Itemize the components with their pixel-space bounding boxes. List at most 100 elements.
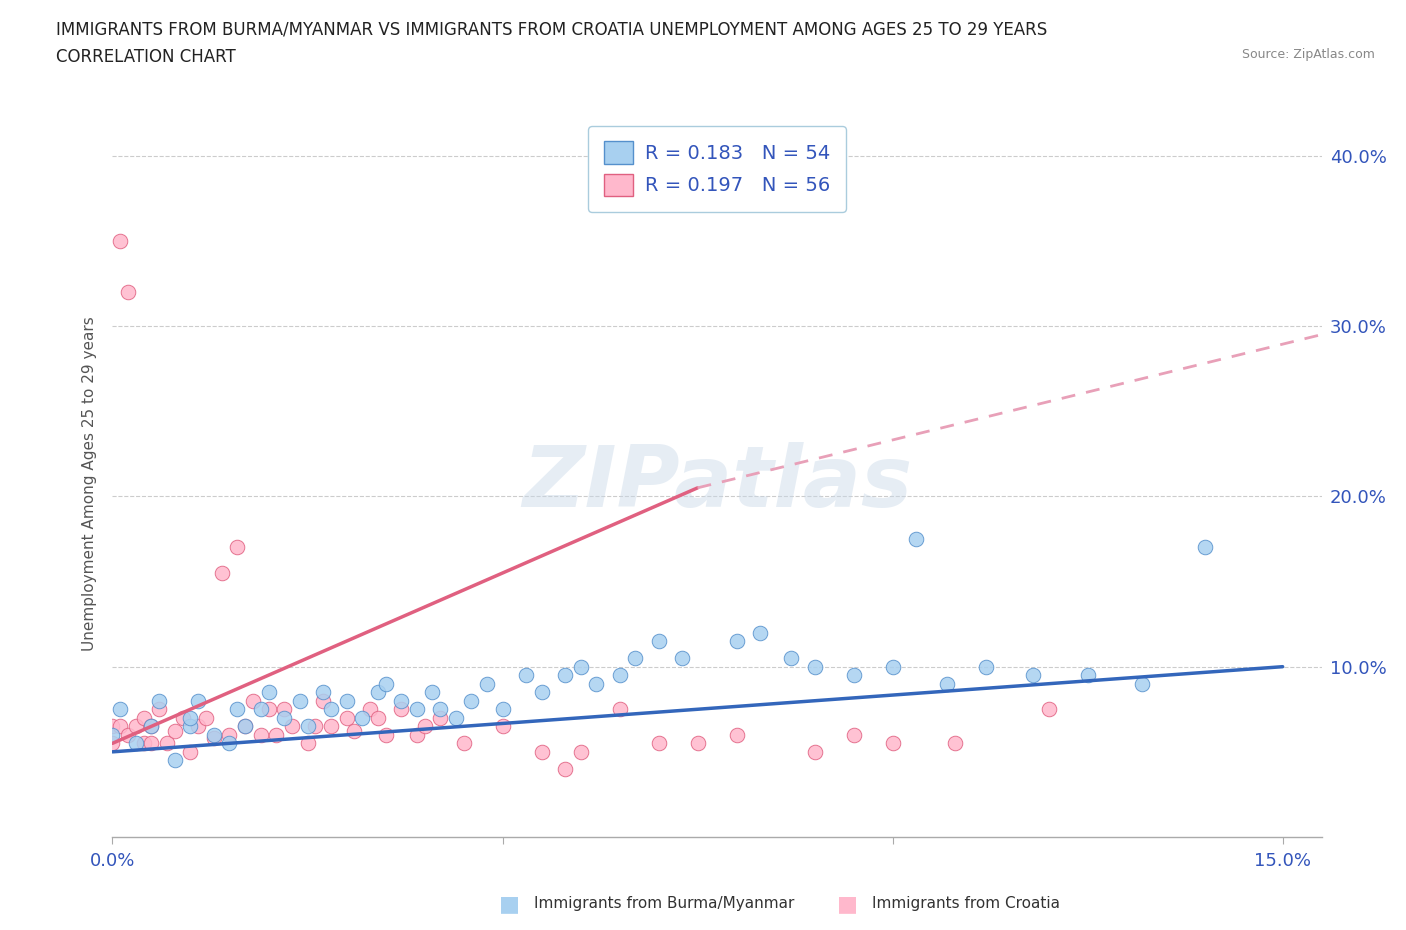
Text: CORRELATION CHART: CORRELATION CHART [56, 48, 236, 66]
Point [319, 719, 342, 734]
Point [780, 651, 803, 666]
Point [943, 736, 966, 751]
Point [444, 711, 467, 725]
Point [974, 659, 997, 674]
Point [273, 711, 295, 725]
Point [609, 702, 631, 717]
Point [671, 651, 693, 666]
Point [453, 736, 475, 751]
Point [249, 702, 271, 717]
Point [101, 727, 124, 742]
Point [585, 676, 607, 691]
Point [343, 724, 366, 738]
Point [491, 719, 513, 734]
Point [803, 659, 825, 674]
Point [312, 693, 335, 708]
Point [132, 736, 155, 751]
Point [359, 702, 381, 717]
Point [179, 711, 201, 725]
Point [226, 702, 249, 717]
Point [647, 633, 669, 648]
Point [319, 702, 342, 717]
Point [936, 676, 959, 691]
Point [1077, 668, 1099, 683]
Point [141, 719, 163, 734]
Point [686, 736, 709, 751]
Point [429, 711, 451, 725]
Point [882, 659, 904, 674]
Point [156, 736, 179, 751]
Point [288, 693, 311, 708]
Point [530, 744, 553, 759]
Point [273, 702, 295, 717]
Point [842, 668, 865, 683]
Point [335, 711, 357, 725]
Text: ■: ■ [837, 894, 858, 914]
Point [352, 711, 374, 725]
Y-axis label: Unemployment Among Ages 25 to 29 years: Unemployment Among Ages 25 to 29 years [82, 316, 97, 651]
Point [233, 719, 256, 734]
Point [242, 693, 264, 708]
Text: ZIPatlas: ZIPatlas [522, 442, 912, 525]
Text: ■: ■ [499, 894, 520, 914]
Point [187, 693, 209, 708]
Point [110, 702, 132, 717]
Point [163, 753, 186, 768]
Point [218, 727, 240, 742]
Point [266, 727, 288, 742]
Point [374, 727, 396, 742]
Point [187, 719, 209, 734]
Point [195, 711, 218, 725]
Point [725, 727, 748, 742]
Point [110, 233, 132, 248]
Point [226, 540, 249, 555]
Point [389, 702, 412, 717]
Point [249, 727, 271, 742]
Point [413, 719, 436, 734]
Point [202, 727, 225, 742]
Legend: R = 0.183   N = 54, R = 0.197   N = 56: R = 0.183 N = 54, R = 0.197 N = 56 [589, 126, 845, 211]
Point [405, 702, 427, 717]
Point [460, 693, 482, 708]
Point [569, 659, 592, 674]
Point [420, 684, 443, 699]
Text: IMMIGRANTS FROM BURMA/MYANMAR VS IMMIGRANTS FROM CROATIA UNEMPLOYMENT AMONG AGES: IMMIGRANTS FROM BURMA/MYANMAR VS IMMIGRA… [56, 20, 1047, 38]
Point [281, 719, 304, 734]
Point [335, 693, 357, 708]
Point [491, 702, 513, 717]
Point [725, 633, 748, 648]
Point [475, 676, 498, 691]
Point [1022, 668, 1045, 683]
Point [374, 676, 396, 691]
Point [842, 727, 865, 742]
Point [179, 719, 201, 734]
Point [233, 719, 256, 734]
Point [125, 736, 148, 751]
Point [218, 736, 240, 751]
Point [297, 736, 319, 751]
Point [257, 684, 280, 699]
Point [297, 719, 319, 734]
Point [304, 719, 326, 734]
Point [624, 651, 647, 666]
Text: Source: ZipAtlas.com: Source: ZipAtlas.com [1241, 48, 1375, 61]
Point [101, 736, 124, 751]
Point [148, 693, 170, 708]
Point [904, 532, 927, 547]
Point [609, 668, 631, 683]
Point [125, 719, 148, 734]
Point [405, 727, 427, 742]
Point [367, 711, 389, 725]
Point [429, 702, 451, 717]
Point [110, 719, 132, 734]
Point [1194, 540, 1216, 555]
Point [312, 684, 335, 699]
Text: Immigrants from Burma/Myanmar: Immigrants from Burma/Myanmar [534, 897, 794, 911]
Point [1038, 702, 1060, 717]
Point [749, 625, 772, 640]
Point [803, 744, 825, 759]
Point [882, 736, 904, 751]
Point [515, 668, 537, 683]
Point [389, 693, 412, 708]
Point [1130, 676, 1153, 691]
